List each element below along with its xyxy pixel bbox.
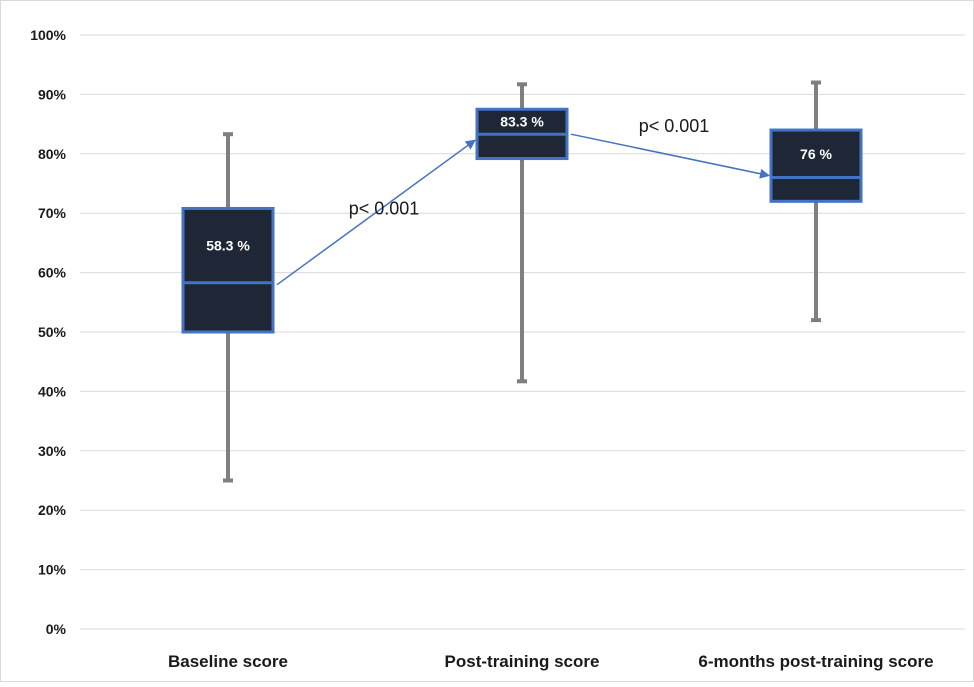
significance-annotation: p< 0.001 <box>570 116 770 179</box>
y-tick-label: 70% <box>38 205 67 221</box>
y-tick-label: 20% <box>38 502 67 518</box>
significance-arrow <box>276 139 476 286</box>
y-tick-label: 30% <box>38 443 67 459</box>
median-label: 83.3 % <box>500 114 544 130</box>
y-tick-label: 80% <box>38 146 67 162</box>
x-axis-labels: Baseline score Post-training score 6-month… <box>168 652 934 671</box>
box-body <box>769 128 863 203</box>
y-tick-label: 40% <box>38 383 67 399</box>
annotations: p< 0.001 p< 0.001 <box>276 116 770 286</box>
y-tick-label: 10% <box>38 562 67 578</box>
p-value-label: p< 0.001 <box>349 198 420 218</box>
significance-annotation: p< 0.001 <box>276 139 476 286</box>
box-body <box>181 206 275 334</box>
y-tick-label: 100% <box>30 27 66 43</box>
x-category-label: Post-training score <box>445 652 600 671</box>
x-category-label: Baseline score <box>168 652 288 671</box>
box-group: 76 % <box>769 80 863 323</box>
y-tick-label: 50% <box>38 324 67 340</box>
y-axis-ticks: 0% 10% 20% 30% 40% 50% 60% 70% 80% 90% 100% <box>30 27 66 637</box>
significance-arrow <box>570 133 770 179</box>
y-tick-label: 90% <box>38 86 67 102</box>
y-tick-label: 60% <box>38 265 67 281</box>
x-category-label: 6-months post-training score <box>698 652 933 671</box>
box-group: 83.3 % <box>475 82 569 384</box>
median-label: 58.3 % <box>206 238 250 254</box>
boxes: 58.3 % 83.3 % 76 % <box>181 80 863 483</box>
p-value-label: p< 0.001 <box>639 116 710 136</box>
median-label: 76 % <box>800 146 832 162</box>
y-tick-label: 0% <box>46 621 67 637</box>
box-group: 58.3 % <box>181 132 275 483</box>
